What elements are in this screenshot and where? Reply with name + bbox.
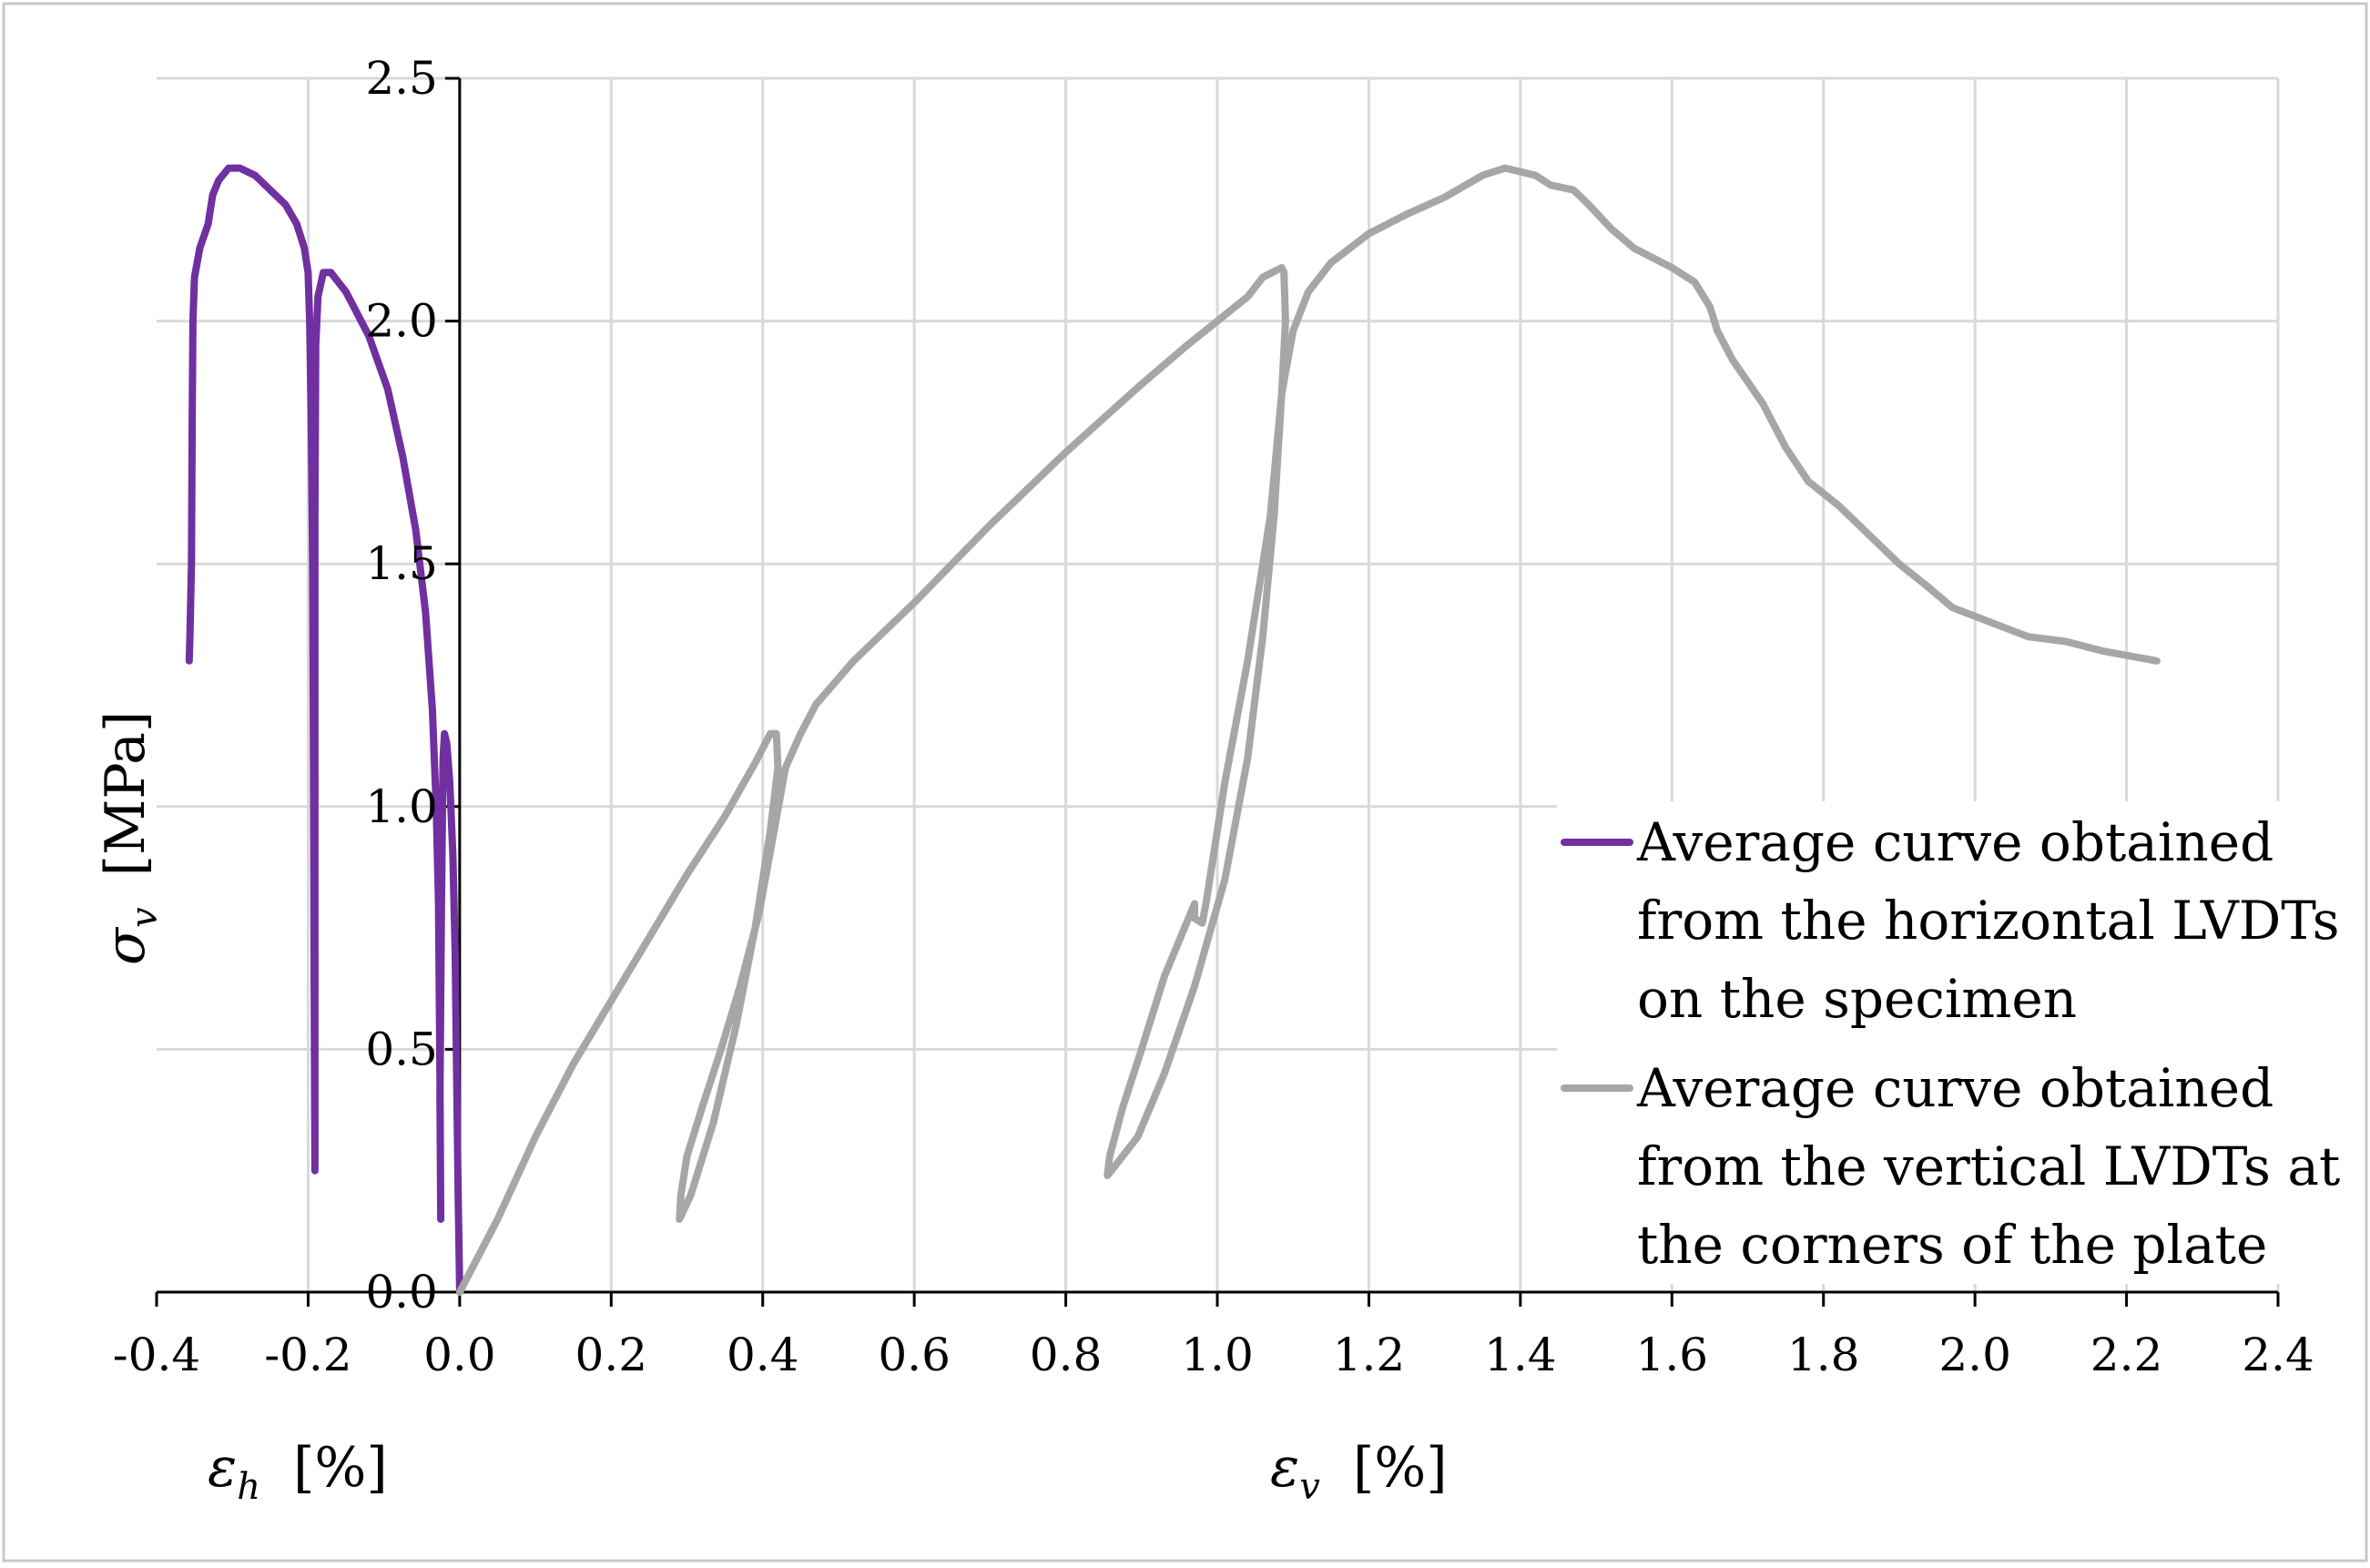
series-group (185, 164, 2161, 1296)
x-tick-label: -0.4 (113, 1329, 200, 1381)
x-tick-label: 1.6 (1636, 1329, 1709, 1381)
y-axis-symbol: σ (94, 926, 158, 965)
x-axis-v-symbol: ε (1270, 1436, 1299, 1500)
x-tick-label: 0.6 (878, 1329, 951, 1381)
legend-box (1557, 801, 2358, 1284)
legend-entry-text: on the specimen (1637, 968, 2077, 1030)
y-tick-label: 2.5 (365, 52, 438, 105)
y-tick-label: 1.0 (365, 780, 438, 833)
legend-entry-text: Average curve obtained (1636, 1057, 2273, 1119)
legend: Average curve obtained from the horizonta… (1557, 801, 2358, 1284)
x-tick-label: 1.2 (1333, 1329, 1406, 1381)
x-tick-label: 1.0 (1181, 1329, 1254, 1381)
legend-entry-text: from the vertical LVDTs at (1637, 1135, 2340, 1197)
legend-entry-text: from the horizontal LVDTs (1637, 890, 2339, 952)
legend-entry-text: Average curve obtained (1636, 811, 2273, 873)
y-axis-unit: [MPa] (94, 711, 158, 877)
y-tick-label: 0.0 (365, 1266, 438, 1319)
x-tick-label: 2.4 (2242, 1329, 2314, 1381)
x-axis-v-subscript: v (1299, 1466, 1320, 1508)
y-axis-subscript: v (124, 907, 166, 928)
x-tick-label: 0.4 (727, 1329, 799, 1381)
x-axis-h-symbol: ε (208, 1436, 237, 1500)
x-axis-h-unit: [%] (293, 1436, 388, 1500)
x-tick-label: 1.8 (1787, 1329, 1860, 1381)
y-axis-title: σv [MPa] (94, 711, 166, 965)
y-tick-label: 2.0 (365, 295, 438, 348)
x-axis-h-subscript: h (237, 1466, 260, 1508)
x-tick-label: -0.2 (264, 1329, 351, 1381)
x-tick-label: 2.2 (2090, 1329, 2163, 1381)
x-axis-v-unit: [%] (1353, 1436, 1448, 1500)
legend-entry-text: the corners of the plate (1637, 1214, 2267, 1276)
x-tick-label: 0.2 (575, 1329, 648, 1381)
y-tick-label: 0.5 (365, 1023, 438, 1075)
y-tick-label: 1.5 (365, 537, 438, 590)
x-tick-label: 0.8 (1030, 1329, 1103, 1381)
x-tick-label: 1.4 (1484, 1329, 1557, 1381)
x-axis-v-title: εv [%] (1270, 1436, 1448, 1508)
series-line-horizontal (185, 164, 463, 1296)
x-tick-label: 0.0 (423, 1329, 496, 1381)
tick-labels: -0.4 -0.2 0.0 0.2 0.4 0.6 0.8 1.0 1.2 1.4 1.6 1.8 2.… (113, 52, 2314, 1381)
series-line-vertical (455, 164, 2161, 1296)
x-axis-h-title: εh [%] (208, 1436, 388, 1508)
x-tick-label: 2.0 (1938, 1329, 2011, 1381)
